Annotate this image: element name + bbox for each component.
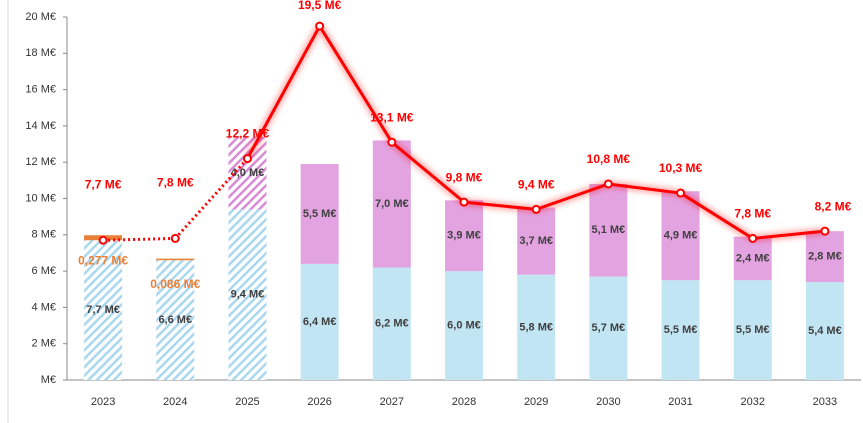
y-tick-label: 18 M€ bbox=[25, 47, 56, 59]
bar-label: 6,4 M€ bbox=[303, 316, 337, 328]
bar-label: 5,1 M€ bbox=[592, 224, 626, 236]
bar-label: 5,5 M€ bbox=[664, 324, 698, 336]
y-tick-label: 8 M€ bbox=[32, 229, 56, 241]
y-tick-label: 6 M€ bbox=[32, 265, 56, 277]
y-tick-label: 10 M€ bbox=[25, 192, 56, 204]
bar-label: 3,9 M€ bbox=[447, 230, 481, 242]
x-tick-label: 2029 bbox=[524, 396, 548, 408]
bar-segment bbox=[228, 136, 267, 210]
line-dotted bbox=[103, 157, 249, 242]
bar-label: 7,0 M€ bbox=[375, 198, 409, 210]
bar-segment bbox=[445, 271, 483, 380]
y-tick-label: 16 M€ bbox=[25, 84, 56, 96]
bar-segment bbox=[805, 281, 844, 380]
x-tick-label: 2032 bbox=[740, 396, 764, 408]
bar-label: 9,4 M€ bbox=[231, 289, 265, 301]
line-label: 7,7 M€ bbox=[85, 177, 122, 191]
bar-segment bbox=[517, 207, 556, 275]
bar-label: 5,8 M€ bbox=[519, 321, 553, 333]
bar-label: 6,2 M€ bbox=[375, 318, 409, 330]
x-tick-label: 2023 bbox=[91, 396, 115, 408]
bar-label: 7,7 M€ bbox=[86, 304, 120, 316]
bar-segment bbox=[156, 258, 195, 261]
bar-segment bbox=[805, 231, 844, 282]
bar-label: 4,9 M€ bbox=[664, 230, 698, 242]
bar-segment bbox=[589, 183, 628, 277]
bar-label: 5,5 M€ bbox=[303, 208, 337, 220]
x-tick-label: 2027 bbox=[380, 396, 404, 408]
y-tick-label: 14 M€ bbox=[25, 120, 56, 132]
y-tick-label: 2 M€ bbox=[32, 338, 56, 350]
x-tick-label: 2028 bbox=[452, 396, 476, 408]
bar-label: 5,5 M€ bbox=[736, 324, 770, 336]
y-tick-label: 12 M€ bbox=[25, 156, 56, 168]
bar-segment bbox=[228, 209, 267, 380]
line-label: 10,3 M€ bbox=[659, 161, 703, 175]
y-tick-label: M€ bbox=[41, 374, 56, 386]
line-point bbox=[459, 197, 469, 207]
bar-label: 2,4 M€ bbox=[736, 252, 770, 264]
line-point bbox=[531, 204, 541, 214]
line-point bbox=[676, 188, 686, 198]
line-label: 12,2 M€ bbox=[226, 127, 270, 141]
line-label: 7,8 M€ bbox=[734, 207, 771, 221]
x-tick-label: 2031 bbox=[668, 396, 692, 408]
line-point bbox=[820, 226, 830, 236]
bar-label: 3,7 M€ bbox=[519, 235, 553, 247]
bar-label: 0,086 M€ bbox=[150, 277, 200, 291]
bar-segment bbox=[84, 240, 123, 380]
bar-label: 6,0 M€ bbox=[447, 319, 481, 331]
y-tick-label: 20 M€ bbox=[25, 11, 56, 23]
line-label: 9,4 M€ bbox=[518, 178, 555, 192]
line-point bbox=[748, 233, 758, 243]
bar-segment bbox=[661, 191, 700, 281]
line-point bbox=[242, 154, 252, 164]
bar-segment bbox=[445, 200, 483, 272]
bar-label: 6,6 M€ bbox=[158, 314, 192, 326]
bar-label: 0,277 M€ bbox=[78, 253, 128, 267]
bar-segment bbox=[372, 267, 411, 380]
line-point bbox=[603, 179, 613, 189]
line-label: 7,8 M€ bbox=[157, 176, 194, 190]
line-point bbox=[98, 235, 108, 245]
x-tick-label: 2025 bbox=[235, 396, 259, 408]
bar-segment bbox=[517, 274, 556, 380]
line-label: 8,2 M€ bbox=[815, 199, 852, 213]
bar-label: 4,0 M€ bbox=[231, 167, 265, 179]
line-label: 10,8 M€ bbox=[587, 152, 631, 166]
x-tick-label: 2026 bbox=[307, 396, 331, 408]
x-tick-label: 2030 bbox=[596, 396, 620, 408]
bar-label: 2,8 M€ bbox=[808, 250, 842, 262]
line-point bbox=[387, 137, 397, 147]
bar-segment bbox=[372, 140, 411, 268]
line-solid bbox=[246, 25, 826, 240]
bar-segment bbox=[300, 164, 339, 264]
bar-segment bbox=[733, 280, 772, 380]
bar-segment bbox=[661, 280, 700, 380]
line-label: 9,8 M€ bbox=[446, 170, 483, 184]
bar-segment bbox=[300, 263, 339, 380]
bar-label: 5,4 M€ bbox=[808, 325, 842, 337]
bar-segment bbox=[156, 260, 195, 380]
line-point bbox=[170, 233, 180, 243]
x-tick-label: 2033 bbox=[813, 396, 837, 408]
line-label: 19,5 M€ bbox=[298, 0, 342, 12]
y-tick-label: 4 M€ bbox=[32, 301, 56, 313]
bar-segment bbox=[733, 236, 772, 281]
x-tick-label: 2024 bbox=[163, 396, 187, 408]
bar-segment bbox=[589, 276, 628, 380]
line-label: 13,1 M€ bbox=[370, 110, 414, 124]
bar-label: 5,7 M€ bbox=[592, 322, 626, 334]
line-point bbox=[315, 21, 325, 31]
